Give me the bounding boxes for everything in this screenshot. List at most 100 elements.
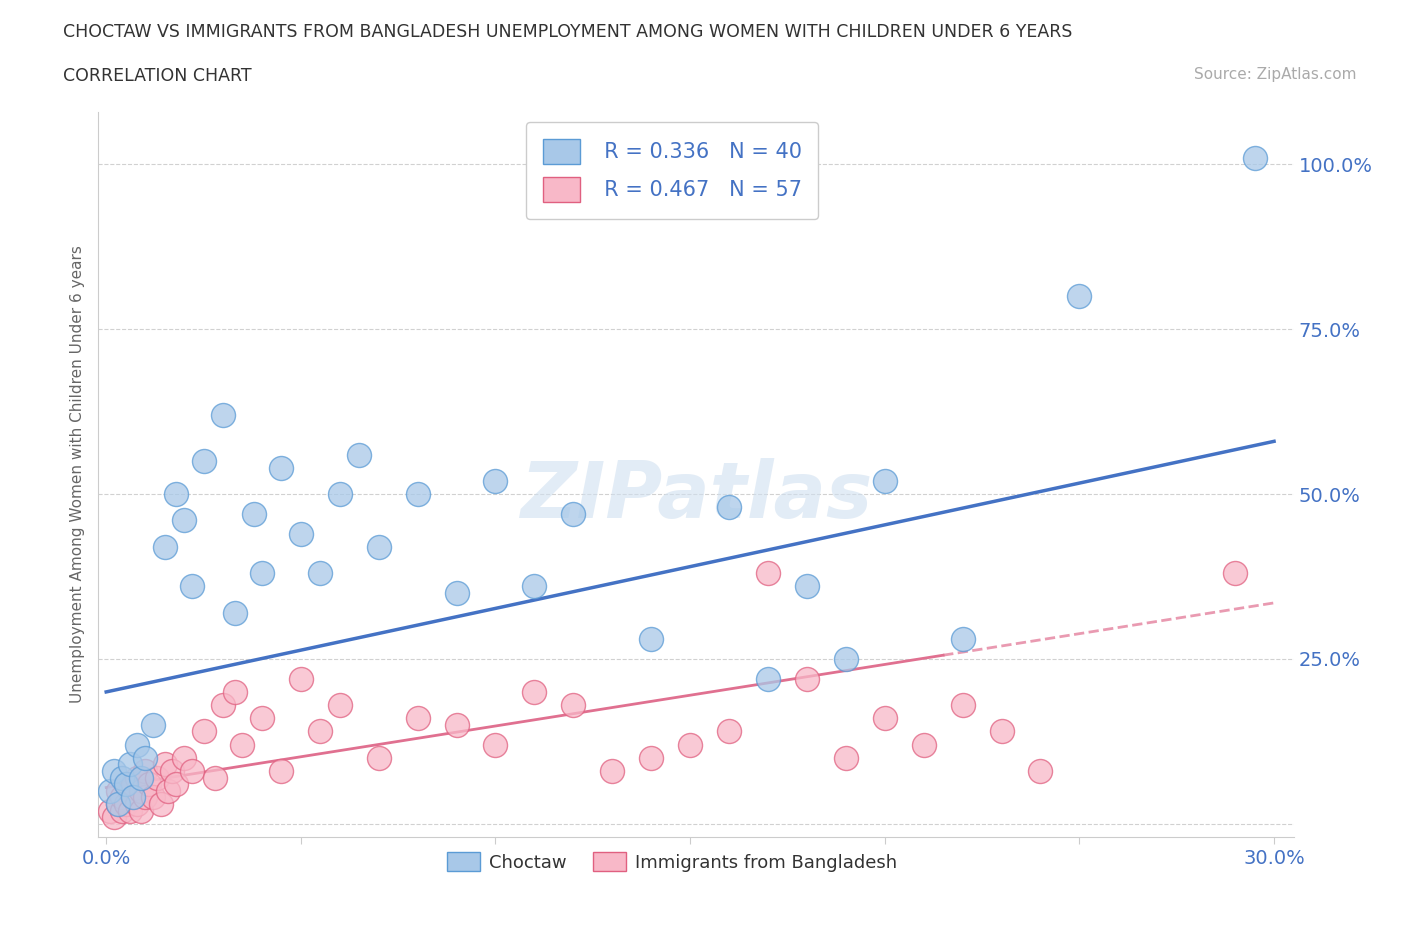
Point bbox=[523, 684, 546, 699]
Point bbox=[153, 757, 176, 772]
Point bbox=[134, 764, 156, 778]
Point bbox=[134, 751, 156, 765]
Point bbox=[224, 605, 246, 620]
Point bbox=[484, 737, 506, 752]
Point bbox=[952, 698, 974, 712]
Point bbox=[134, 790, 156, 804]
Point bbox=[796, 579, 818, 594]
Point bbox=[98, 783, 121, 798]
Point bbox=[718, 724, 741, 739]
Point bbox=[107, 797, 129, 812]
Point bbox=[157, 783, 180, 798]
Text: ZIPatlas: ZIPatlas bbox=[520, 458, 872, 534]
Point bbox=[103, 764, 125, 778]
Point bbox=[114, 777, 136, 791]
Point bbox=[756, 565, 779, 580]
Point bbox=[173, 513, 195, 528]
Point bbox=[367, 751, 389, 765]
Point bbox=[114, 777, 136, 791]
Point bbox=[290, 671, 312, 686]
Point bbox=[142, 717, 165, 732]
Point bbox=[446, 717, 468, 732]
Point bbox=[640, 751, 662, 765]
Point bbox=[446, 586, 468, 601]
Point bbox=[118, 804, 141, 818]
Point bbox=[873, 473, 896, 488]
Point bbox=[1069, 289, 1091, 304]
Text: CORRELATION CHART: CORRELATION CHART bbox=[63, 67, 252, 85]
Point bbox=[118, 783, 141, 798]
Point bbox=[107, 797, 129, 812]
Point bbox=[243, 507, 266, 522]
Point bbox=[600, 764, 623, 778]
Text: CHOCTAW VS IMMIGRANTS FROM BANGLADESH UNEMPLOYMENT AMONG WOMEN WITH CHILDREN UND: CHOCTAW VS IMMIGRANTS FROM BANGLADESH UN… bbox=[63, 23, 1073, 41]
Point bbox=[309, 565, 332, 580]
Point bbox=[952, 631, 974, 646]
Point bbox=[990, 724, 1012, 739]
Point bbox=[111, 804, 134, 818]
Point bbox=[122, 790, 145, 804]
Point bbox=[122, 790, 145, 804]
Point bbox=[127, 737, 149, 752]
Text: Source: ZipAtlas.com: Source: ZipAtlas.com bbox=[1194, 67, 1357, 82]
Point bbox=[270, 460, 292, 475]
Point bbox=[122, 777, 145, 791]
Point bbox=[204, 770, 226, 785]
Point bbox=[718, 499, 741, 514]
Point bbox=[142, 790, 165, 804]
Y-axis label: Unemployment Among Women with Children Under 6 years: Unemployment Among Women with Children U… bbox=[69, 246, 84, 703]
Point bbox=[153, 539, 176, 554]
Point bbox=[118, 757, 141, 772]
Point bbox=[180, 764, 202, 778]
Point bbox=[1223, 565, 1246, 580]
Point bbox=[679, 737, 702, 752]
Point bbox=[270, 764, 292, 778]
Point bbox=[912, 737, 935, 752]
Point bbox=[562, 507, 585, 522]
Point bbox=[180, 579, 202, 594]
Point bbox=[562, 698, 585, 712]
Point bbox=[523, 579, 546, 594]
Point bbox=[290, 526, 312, 541]
Point bbox=[162, 764, 184, 778]
Point bbox=[367, 539, 389, 554]
Point bbox=[114, 797, 136, 812]
Point bbox=[193, 724, 215, 739]
Point bbox=[129, 783, 152, 798]
Point bbox=[103, 810, 125, 825]
Point bbox=[873, 711, 896, 725]
Point bbox=[756, 671, 779, 686]
Point bbox=[98, 804, 121, 818]
Point bbox=[796, 671, 818, 686]
Point bbox=[111, 770, 134, 785]
Point bbox=[224, 684, 246, 699]
Point bbox=[309, 724, 332, 739]
Point bbox=[149, 797, 172, 812]
Point bbox=[165, 777, 187, 791]
Point bbox=[129, 804, 152, 818]
Point bbox=[835, 652, 858, 667]
Point bbox=[127, 797, 149, 812]
Point bbox=[212, 698, 235, 712]
Point bbox=[107, 783, 129, 798]
Point bbox=[129, 770, 152, 785]
Point bbox=[127, 770, 149, 785]
Point bbox=[231, 737, 253, 752]
Point bbox=[349, 447, 371, 462]
Point bbox=[406, 711, 429, 725]
Point bbox=[138, 777, 160, 791]
Point bbox=[146, 770, 169, 785]
Point bbox=[250, 565, 273, 580]
Point bbox=[250, 711, 273, 725]
Legend: Choctaw, Immigrants from Bangladesh: Choctaw, Immigrants from Bangladesh bbox=[440, 844, 904, 879]
Point bbox=[329, 698, 352, 712]
Point bbox=[484, 473, 506, 488]
Point bbox=[1029, 764, 1052, 778]
Point bbox=[173, 751, 195, 765]
Point bbox=[406, 486, 429, 501]
Point bbox=[329, 486, 352, 501]
Point bbox=[111, 790, 134, 804]
Point bbox=[835, 751, 858, 765]
Point bbox=[212, 407, 235, 422]
Point bbox=[193, 454, 215, 469]
